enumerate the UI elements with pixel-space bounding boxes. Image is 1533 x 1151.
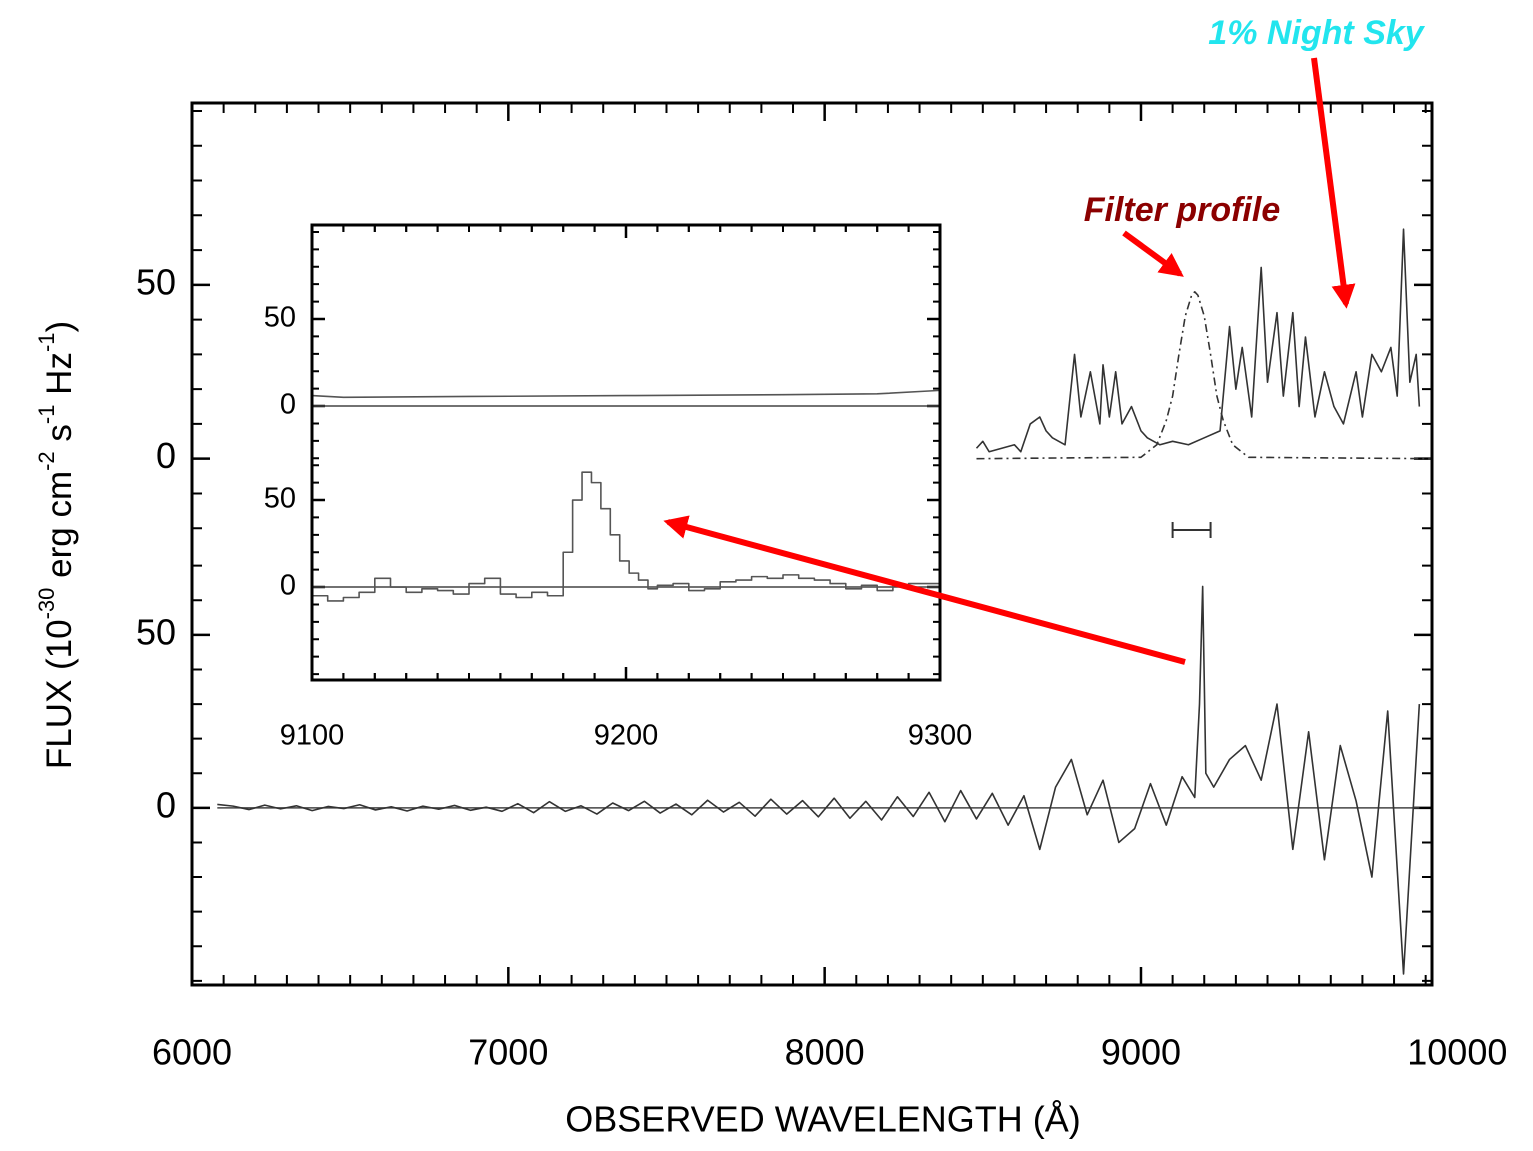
y-tick-label: 50	[136, 261, 176, 302]
frame-border	[310, 223, 942, 682]
spectrum-line	[975, 228, 1421, 453]
x-tick-label: 9100	[280, 720, 345, 752]
y-tick-label: 0	[280, 389, 296, 421]
x-tick-label: 9300	[908, 720, 973, 752]
y-label-sup: -1	[34, 405, 59, 425]
x-tick-label: 9200	[594, 720, 659, 752]
arrow	[663, 515, 1186, 665]
y-label-part: erg cm	[40, 471, 79, 588]
y-tick-label: 0	[156, 784, 176, 825]
y-label-sup: -1	[34, 332, 59, 352]
y-label-part: FLUX (10	[40, 619, 79, 769]
y-tick-label: 50	[264, 302, 296, 334]
annotations: Filter profile 1% Night Sky	[663, 14, 1426, 665]
y-tick-label: 0	[280, 570, 296, 602]
inset-plot: 0 50 0 50 9100 9200 9300	[264, 223, 973, 752]
y-label-part: s	[40, 424, 79, 451]
y-axis-title: FLUX (10-30 erg cm-2 s-1 Hz-1)	[34, 321, 79, 769]
frame	[310, 223, 942, 682]
x-tick-label: 8000	[785, 1032, 865, 1073]
annotation: 1% Night Sky	[1208, 14, 1425, 52]
arrow	[1122, 230, 1184, 277]
error-bar	[1171, 521, 1212, 538]
x-axis-title: OBSERVED WAVELENGTH (Å)	[565, 1099, 1080, 1140]
y-tick-label: 50	[264, 483, 296, 515]
spectrum-line	[311, 389, 941, 399]
y-label-part: )	[40, 321, 79, 333]
y-label-sup: -30	[34, 588, 59, 620]
spectrum-line	[217, 585, 1421, 975]
x-tick-label: 6000	[152, 1032, 232, 1073]
x-tick-label: 10000	[1407, 1032, 1507, 1073]
y-tick-label: 50	[136, 611, 176, 652]
spectrum-line	[976, 290, 1433, 460]
y-tick-label: 0	[156, 435, 176, 476]
annotation: Filter profile	[1084, 191, 1280, 229]
x-tick-label: 9000	[1101, 1032, 1181, 1073]
y-label-part: Hz	[40, 352, 79, 405]
y-label-sup: -2	[34, 451, 59, 471]
frame-border	[190, 101, 1434, 987]
spectrum-line	[312, 471, 941, 602]
arrow	[1311, 57, 1356, 309]
x-tick-label: 7000	[468, 1032, 548, 1073]
